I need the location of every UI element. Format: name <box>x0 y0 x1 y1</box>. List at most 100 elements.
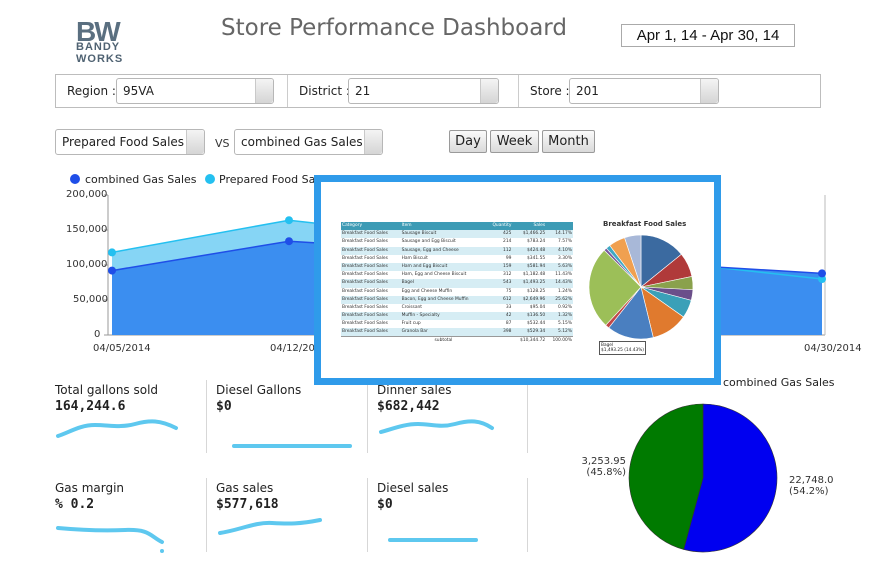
table-cell: 5.12% <box>546 328 573 337</box>
table-cell: $1,466.25 <box>512 230 547 239</box>
district-select[interactable]: 21 <box>348 78 499 104</box>
table-cell: Breakfast Food Sales <box>341 262 401 272</box>
table-cell: $10,344.72 <box>512 336 547 346</box>
chevron-down-icon <box>700 79 718 103</box>
callout-value: $1,493.25 (14.43%) <box>601 348 644 353</box>
logo-line1: BANDY <box>76 41 121 53</box>
pie-slice <box>588 249 642 326</box>
week-button[interactable]: Week <box>490 130 539 153</box>
district-value: 21 <box>355 84 371 98</box>
store-select[interactable]: 201 <box>569 78 719 104</box>
legend-dot-gas <box>70 174 80 184</box>
table-cell: 398 <box>486 328 513 337</box>
sparkline <box>56 419 178 438</box>
breakfast-pie-chart <box>588 234 694 340</box>
table-cell: 4.10% <box>546 246 573 255</box>
table-cell: 159 <box>486 262 513 272</box>
kpi-label: Dinner sales <box>377 383 452 397</box>
breakfast-table: Category Item Quantity Sales Breakfast F… <box>341 222 573 346</box>
kpi-value: 164,244.6 <box>55 399 126 414</box>
table-cell: Breakfast Food Sales <box>341 279 401 288</box>
date-range-picker[interactable]: Apr 1, 14 - Apr 30, 14 <box>621 24 795 47</box>
table-cell: 1.24% <box>558 288 572 294</box>
table-cell: Fruit cup <box>401 321 421 327</box>
table-cell: Breakfast Food Sales <box>342 304 388 310</box>
district-label: District : <box>299 84 350 98</box>
pie-slice-label: 3,253.95 (45.8%) <box>573 456 626 478</box>
chevron-down-icon <box>364 130 382 154</box>
y-tick: 0 <box>94 329 101 340</box>
sparkline-dot <box>160 549 164 553</box>
table-cell: 543 <box>486 279 513 288</box>
divider <box>287 75 288 107</box>
table-cell: 33 <box>505 304 512 310</box>
divider <box>206 478 207 552</box>
slice-value: 22,748.0 <box>789 475 834 486</box>
mini-pie-title: Breakfast Food Sales <box>603 220 687 228</box>
table-cell: 0.92% <box>558 304 572 310</box>
table-cell: 11.43% <box>555 272 572 278</box>
table-cell: Breakfast Food Sales <box>341 312 401 321</box>
table-cell: 5.63% <box>546 262 573 272</box>
table-cell: Breakfast Food Sales <box>341 295 401 304</box>
column-header: Item <box>400 222 487 231</box>
data-point-gas <box>818 269 826 278</box>
table-cell: $341.55 <box>527 255 546 261</box>
legend-food: Prepared Food Sales <box>219 173 331 186</box>
table-cell: Breakfast Food Sales <box>342 255 388 261</box>
table-cell: $1,493.25 <box>512 279 547 288</box>
metric-b-select[interactable]: combined Gas Sales <box>234 129 383 155</box>
y-tick: 100,000 <box>66 259 108 270</box>
pie-slice <box>624 234 642 288</box>
table-cell: 75 <box>505 288 512 294</box>
data-point-food <box>818 275 826 283</box>
column-header <box>546 222 573 231</box>
table-row: Breakfast Food Sales Fruit cup 87 $532.44 5.… <box>341 320 573 328</box>
table-cell: 612 <box>486 295 513 304</box>
table-row: Breakfast Food Sales Ham Biscuit 99 $341.55… <box>341 255 573 263</box>
y-tick: 150,000 <box>66 224 108 235</box>
table-row: Breakfast Food Sales Sausage and Egg Bisc… <box>341 238 573 246</box>
table-cell: Breakfast Food Sales <box>342 321 388 327</box>
slice-percent: (45.8%) <box>586 467 626 478</box>
table-cell: 25.62% <box>546 295 573 304</box>
table-cell: $1,182.48 <box>522 272 546 278</box>
kpi-label: Total gallons sold <box>55 383 159 397</box>
table-cell: 5.15% <box>558 321 572 327</box>
data-point-food <box>108 248 116 257</box>
table-row: Breakfast Food Sales Sausage, Egg and Che… <box>341 246 573 255</box>
table-row: Breakfast Food Sales Ham, Egg and Cheese … <box>341 271 573 279</box>
month-button[interactable]: Month <box>542 130 595 153</box>
table-cell: $95.04 <box>529 304 546 310</box>
table-cell: Breakfast Food Sales <box>341 230 401 239</box>
chevron-down-icon <box>255 79 273 103</box>
day-button[interactable]: Day <box>449 130 487 153</box>
region-select[interactable]: 95VA <box>116 78 274 104</box>
table-cell: $783.24 <box>527 239 546 245</box>
table-cell: $136.50 <box>512 312 547 321</box>
table-cell: Ham Biscuit <box>401 255 428 261</box>
table-cell: $532.44 <box>527 321 546 327</box>
table-cell: subtotal <box>400 336 487 346</box>
x-tick: 04/30/2014 <box>804 343 862 354</box>
table-row: Breakfast Food Sales Granola Bar 398 $529.3… <box>341 328 573 337</box>
table-row: Breakfast Food Sales Sausage Biscuit 425 $1… <box>341 230 573 239</box>
divider <box>527 380 528 453</box>
table-cell: 425 <box>486 230 513 239</box>
data-point-gas <box>285 237 293 246</box>
table-cell: 42 <box>486 312 513 321</box>
data-point-food <box>285 216 293 225</box>
metric-a-value: Prepared Food Sales <box>62 135 185 149</box>
sparkline <box>56 526 164 544</box>
table-cell: 14.17% <box>546 230 573 239</box>
region-label: Region : <box>67 84 116 98</box>
table-cell: 99 <box>505 255 512 261</box>
table-cell: Sausage Biscuit <box>400 230 487 239</box>
x-tick: 04/05/2014 <box>93 343 151 354</box>
table-cell: Bacon, Egg and Cheese Muffin <box>400 295 487 304</box>
kpi-value: $0 <box>377 497 393 512</box>
metric-a-select[interactable]: Prepared Food Sales <box>55 129 205 155</box>
divider <box>367 380 368 453</box>
table-cell <box>486 336 513 346</box>
column-header: Quantity <box>486 222 513 231</box>
